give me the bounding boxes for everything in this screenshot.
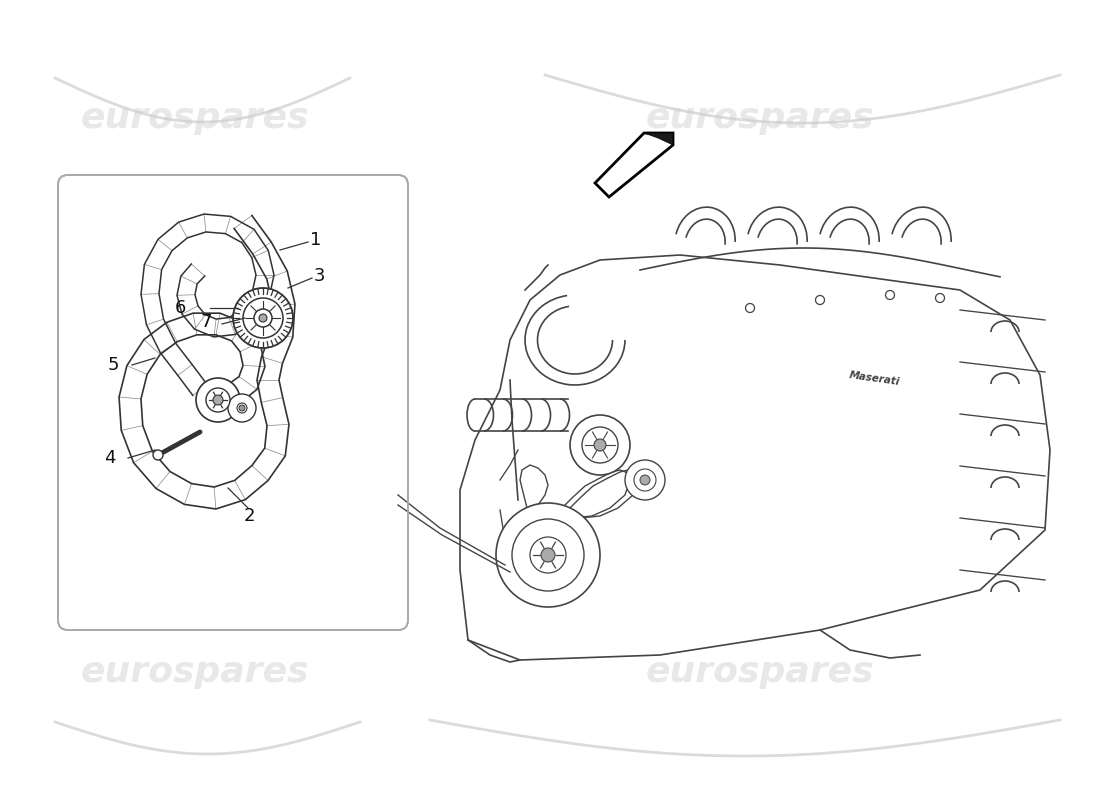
Circle shape <box>570 415 630 475</box>
Text: eurospares: eurospares <box>646 101 874 135</box>
Circle shape <box>815 295 825 305</box>
Circle shape <box>625 460 666 500</box>
Circle shape <box>935 294 945 302</box>
Text: Maserati: Maserati <box>849 370 901 387</box>
Text: 6: 6 <box>175 299 186 317</box>
Circle shape <box>541 548 556 562</box>
Circle shape <box>640 475 650 485</box>
Circle shape <box>213 395 223 405</box>
Circle shape <box>233 288 293 348</box>
Circle shape <box>206 388 230 412</box>
Text: 3: 3 <box>314 267 326 285</box>
Circle shape <box>236 403 248 413</box>
FancyBboxPatch shape <box>58 175 408 630</box>
Circle shape <box>258 314 267 322</box>
Circle shape <box>153 450 163 460</box>
Circle shape <box>243 298 283 338</box>
Text: eurospares: eurospares <box>646 655 874 689</box>
Circle shape <box>512 519 584 591</box>
Circle shape <box>496 503 600 607</box>
Text: 7: 7 <box>200 313 211 331</box>
Text: 1: 1 <box>310 231 321 249</box>
Text: eurospares: eurospares <box>80 101 309 135</box>
Text: 4: 4 <box>104 449 116 467</box>
Text: eurospares: eurospares <box>80 655 309 689</box>
Circle shape <box>582 427 618 463</box>
Circle shape <box>196 378 240 422</box>
Circle shape <box>228 394 256 422</box>
Polygon shape <box>460 255 1050 660</box>
Text: 2: 2 <box>244 507 255 525</box>
Polygon shape <box>595 133 673 197</box>
Polygon shape <box>644 133 673 145</box>
Circle shape <box>594 439 606 451</box>
Text: 5: 5 <box>108 356 120 374</box>
Circle shape <box>634 469 656 491</box>
Circle shape <box>530 537 566 573</box>
Circle shape <box>239 405 245 411</box>
Circle shape <box>254 309 272 327</box>
Circle shape <box>746 303 755 313</box>
Circle shape <box>886 290 894 299</box>
